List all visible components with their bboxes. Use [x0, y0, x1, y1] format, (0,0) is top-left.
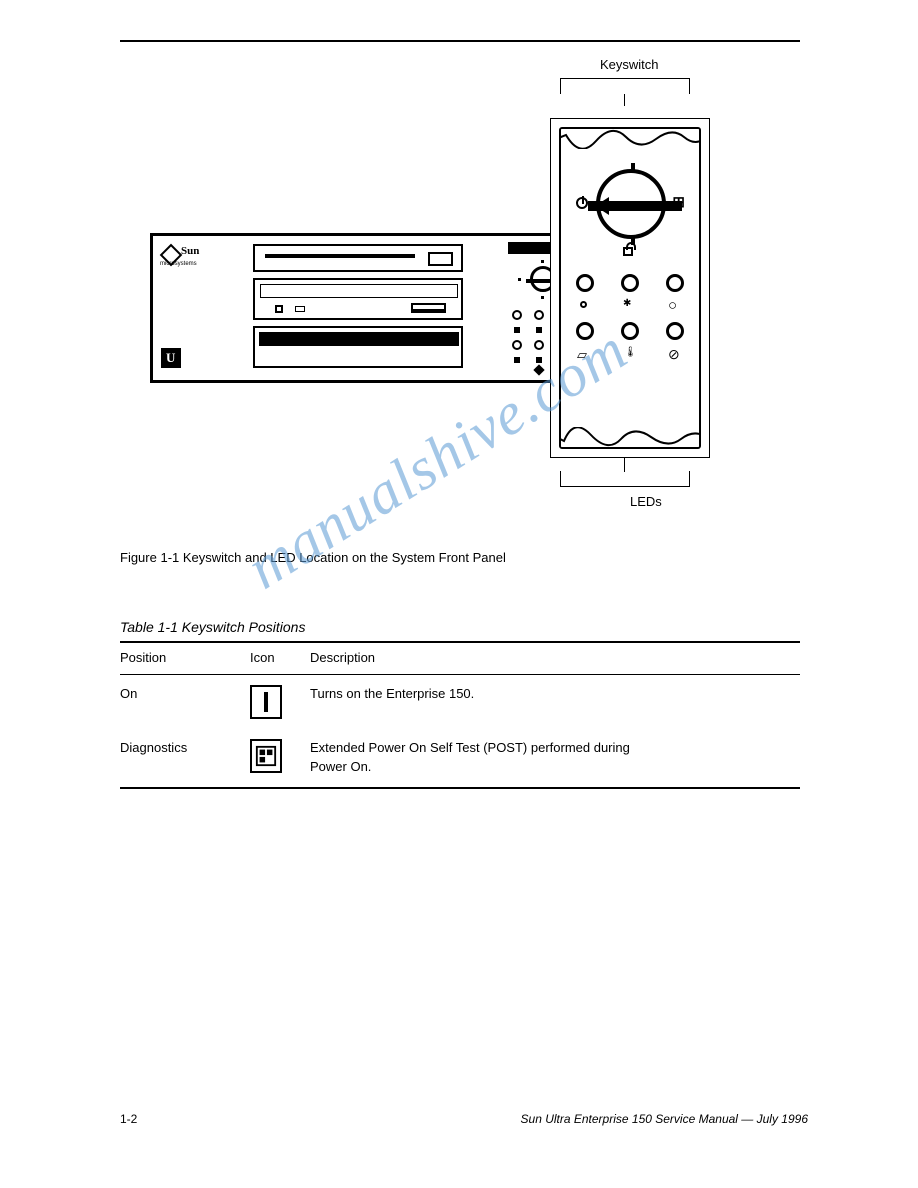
figure: Keyswitch microsystems	[120, 58, 800, 518]
cd-jack	[295, 306, 305, 312]
lock-icon	[623, 247, 633, 256]
desc-on: Turns on the Enterprise 150.	[310, 685, 800, 719]
led-sym-2: ✱	[623, 298, 631, 309]
ultra-badge	[161, 348, 181, 368]
cd-eject	[411, 303, 446, 313]
tape-bay	[253, 326, 463, 368]
icon-diag-cell	[250, 739, 310, 777]
bracket-tick-top	[624, 94, 625, 106]
table-row: On Turns on the Enterprise 150.	[120, 675, 800, 729]
disk-icon: ▱	[577, 347, 587, 363]
bracket-bottom	[560, 471, 690, 487]
page-content: Keyswitch microsystems	[120, 40, 800, 789]
led-sym-1	[580, 301, 587, 308]
fan-icon: ⊘	[668, 346, 680, 363]
sun-microsystems-text: microsystems	[160, 261, 197, 267]
leds-label: LEDs	[630, 495, 662, 508]
server-front: microsystems	[150, 233, 500, 383]
figure-caption-wrap: Figure 1-1 Keyswitch and LED Location on…	[120, 542, 800, 571]
desc-diag: Extended Power On Self Test (POST) perfo…	[310, 739, 800, 777]
tape-door	[259, 332, 459, 346]
sun-logo	[163, 246, 208, 262]
control-panel-enlarged: ⊞ ✱ ○ ▱ 🌡 ⊘	[550, 118, 710, 458]
tick-north	[631, 163, 635, 171]
floppy-eject	[428, 252, 453, 266]
col-icon: Icon	[250, 649, 310, 668]
pos-diag: Diagnostics	[120, 739, 250, 777]
bracket-top	[560, 78, 690, 94]
top-rule	[120, 40, 800, 42]
diag-icon: ⊞	[672, 195, 685, 210]
cd-led	[275, 305, 283, 313]
led-2	[621, 274, 639, 292]
footer-title: Sun Ultra Enterprise 150 Service Manual …	[521, 1112, 808, 1126]
table-1-1: Table 1-1 Keyswitch Positions Position I…	[120, 611, 800, 789]
led-3	[666, 274, 684, 292]
page-number: 1-2	[120, 1112, 137, 1126]
led-grid: ✱ ○ ▱ 🌡 ⊘	[576, 274, 684, 422]
power-icon	[576, 197, 588, 209]
col-position: Position	[120, 649, 250, 668]
torn-edge-top	[559, 127, 701, 149]
figure-caption: Figure 1-1 Keyswitch and LED Location on…	[120, 542, 800, 571]
keyswitch-dial	[596, 169, 666, 239]
page-footer: 1-2 Sun Ultra Enterprise 150 Service Man…	[120, 1112, 808, 1126]
pos-on: On	[120, 685, 250, 719]
led-6	[666, 322, 684, 340]
torn-edge-bottom	[559, 427, 701, 449]
led-sym-3: ○	[668, 297, 677, 314]
led-1	[576, 274, 594, 292]
cd-eject-line	[411, 309, 446, 311]
floppy-slot	[265, 254, 415, 258]
keyswitch-label: Keyswitch	[600, 58, 659, 71]
led-5	[621, 322, 639, 340]
table-row: Diagnostics Extended Power On Self Test …	[120, 729, 800, 789]
temp-icon: 🌡	[624, 347, 637, 358]
floppy-bay	[253, 244, 463, 272]
cd-tray	[260, 284, 458, 298]
diag-keyswitch-icon	[250, 739, 282, 773]
led-4	[576, 322, 594, 340]
col-description: Description	[310, 649, 800, 668]
table-header-row: Position Icon Description	[120, 643, 800, 674]
table-caption: Table 1-1 Keyswitch Positions	[120, 611, 800, 641]
icon-on-cell	[250, 685, 310, 719]
dial-arrow	[595, 197, 609, 215]
bracket-tick-bottom	[624, 458, 625, 472]
on-icon	[250, 685, 282, 719]
panel-inner: ⊞ ✱ ○ ▱ 🌡 ⊘	[559, 127, 701, 449]
cdrom-bay	[253, 278, 463, 320]
